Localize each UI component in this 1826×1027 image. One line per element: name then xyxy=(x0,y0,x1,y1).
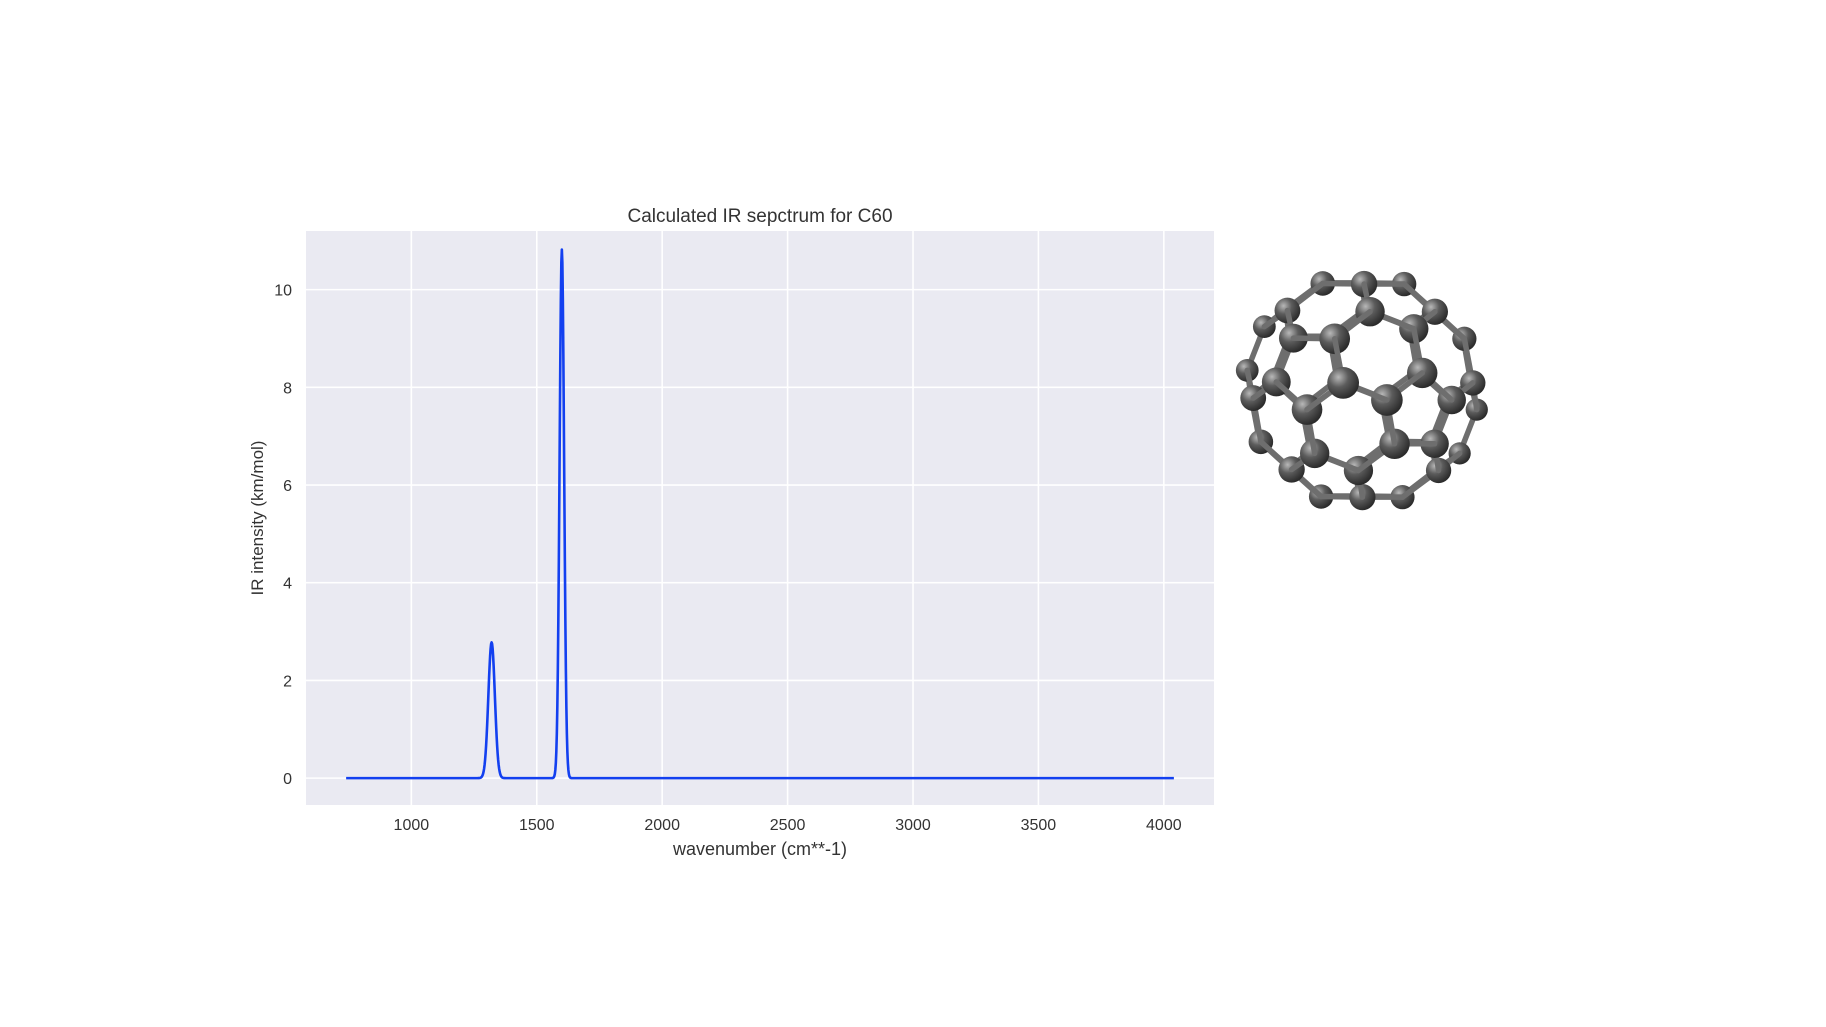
x-tick-label: 2000 xyxy=(644,817,680,834)
x-tick-label: 3500 xyxy=(1021,817,1057,834)
y-tick-label: 8 xyxy=(283,380,292,397)
x-tick-label: 2500 xyxy=(770,817,806,834)
x-tick-label: 1000 xyxy=(394,817,430,834)
x-tick-label: 1500 xyxy=(519,817,555,834)
y-tick-label: 10 xyxy=(274,283,292,300)
atom xyxy=(1327,367,1360,399)
y-axis-label: IR intensity (km/mol) xyxy=(248,441,267,596)
x-axis-label: wavenumber (cm**-1) xyxy=(672,839,847,859)
x-tick-label: 4000 xyxy=(1146,817,1182,834)
spectrum-line xyxy=(345,248,1175,780)
c60-buckyball-icon xyxy=(1235,270,1488,511)
grid xyxy=(306,231,1214,805)
y-tick-label: 4 xyxy=(283,576,292,593)
y-tick-label: 2 xyxy=(283,673,292,690)
y-tick-label: 0 xyxy=(283,771,292,788)
x-tick-labels: 1000 1500 2000 2500 3000 3500 4000 xyxy=(394,817,1182,834)
x-tick-label: 3000 xyxy=(895,817,931,834)
y-tick-label: 6 xyxy=(283,478,292,495)
series-layer xyxy=(345,248,1175,780)
y-tick-labels: 0 2 4 6 8 10 xyxy=(274,283,292,789)
chart-title: Calculated IR sepctrum for C60 xyxy=(627,206,892,227)
plot-area xyxy=(306,231,1214,805)
